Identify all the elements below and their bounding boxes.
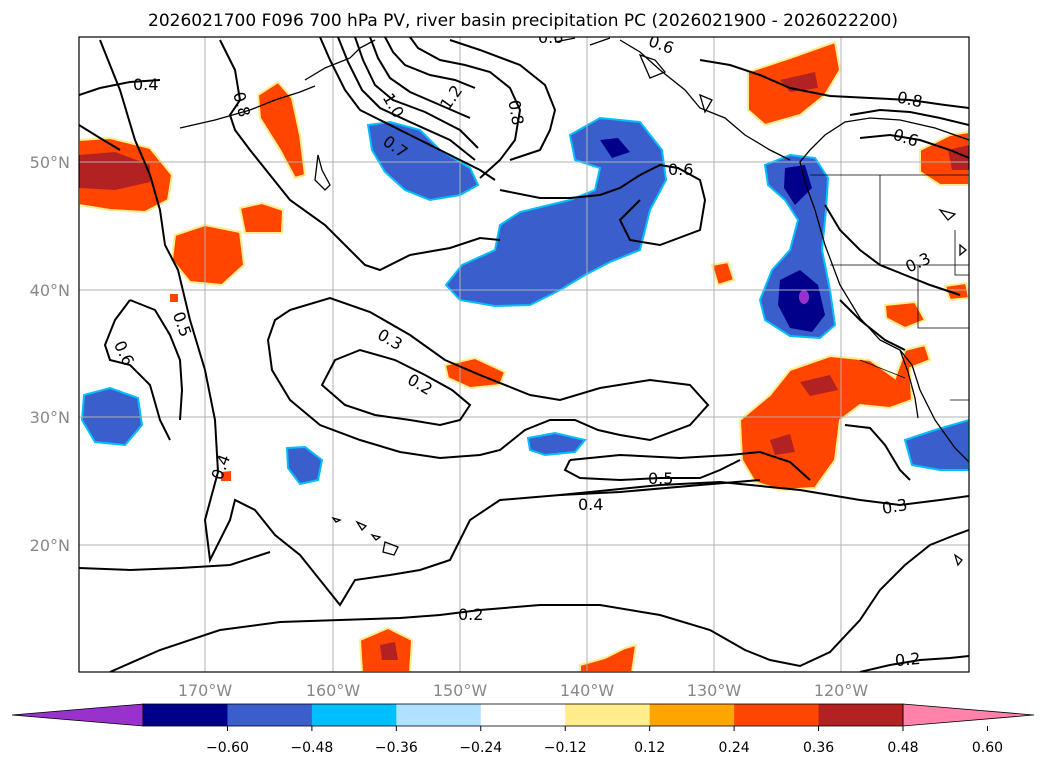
contour-label: 0.4	[578, 495, 603, 514]
colorbar-segment	[480, 704, 566, 726]
positive-anomaly-aleutian	[256, 80, 307, 180]
precip-shading	[79, 40, 969, 672]
pv-contours	[79, 37, 969, 672]
contour-label: 0.6	[538, 28, 563, 47]
lat-label: 30°N	[30, 408, 70, 427]
positive-anomaly-small-f	[943, 281, 969, 302]
colorbar-segment	[649, 704, 735, 726]
colorbar-tick-label: −0.48	[290, 740, 333, 756]
colorbar-segment	[818, 704, 904, 726]
negative-anomaly-small-2	[526, 431, 587, 457]
negative-anomaly-small-1	[285, 445, 324, 486]
coastlines	[179, 37, 969, 567]
positive-anomaly-small-d	[710, 260, 736, 287]
gridlines	[79, 37, 969, 672]
political-borders	[810, 174, 969, 401]
colorbar-extend-low	[11, 703, 144, 727]
colorbar-segment	[396, 704, 482, 726]
lon-label: 160°W	[306, 681, 361, 700]
contour-label: 0.2	[458, 605, 483, 624]
map-panel: 0.4 0.8 1.0 1.2 0.8 0.6 0.7 0.6 0.8 0.6 …	[78, 28, 970, 673]
lon-label: 170°W	[178, 681, 233, 700]
colorbar: −0.60 −0.48 −0.36 −0.24 −0.12 0.12 0.24 0.36 0.4…	[11, 703, 1035, 756]
negative-anomaly-mexico	[903, 418, 969, 471]
colorbar-tick-label: 0.12	[634, 740, 665, 756]
colorbar-segment	[565, 704, 651, 726]
positive-anomaly-northeast	[919, 130, 969, 186]
contour-label: 0.6	[668, 160, 693, 179]
positive-core-subtropical-1	[800, 375, 838, 396]
colorbar-tick-label: 0.36	[803, 740, 834, 756]
longitude-labels: 170°W 160°W 150°W 140°W 130°W 120°W	[178, 681, 869, 700]
positive-anomaly-small-e	[883, 300, 927, 330]
negative-peak	[799, 290, 809, 304]
negative-core-central	[600, 138, 630, 158]
positive-anomaly-small-a	[238, 201, 285, 234]
positive-anomaly-tiny-1	[221, 471, 231, 481]
colorbar-tick-label: 0.48	[887, 740, 918, 756]
positive-anomaly-tiny-2	[170, 294, 178, 302]
negative-core-pnw	[784, 165, 812, 205]
contour-label: 0.5	[648, 469, 673, 488]
lon-label: 150°W	[433, 681, 488, 700]
colorbar-tick-label: −0.24	[459, 740, 502, 756]
latitude-labels: 50°N 40°N 30°N 20°N	[30, 153, 70, 555]
colorbar-tick-label: 0.24	[719, 740, 750, 756]
colorbar-segment	[311, 704, 397, 726]
positive-anomaly-south-2	[579, 643, 638, 672]
lat-label: 20°N	[30, 536, 70, 555]
contour-label: 0.8	[504, 98, 527, 126]
colorbar-tick-label: −0.60	[206, 740, 249, 756]
positive-core-south-1	[380, 642, 398, 660]
colorbar-segment	[227, 704, 313, 726]
colorbar-segment	[143, 704, 228, 726]
lon-label: 120°W	[814, 681, 869, 700]
contour-label: 0.8	[895, 88, 924, 112]
negative-anomaly-gulf-alaska	[366, 120, 480, 202]
lat-label: 40°N	[30, 281, 70, 300]
positive-core-subtropical-2	[770, 434, 795, 455]
lon-label: 140°W	[560, 681, 615, 700]
colorbar-segment	[734, 704, 820, 726]
colorbar-tick-label: −0.12	[544, 740, 587, 756]
lon-label: 130°W	[687, 681, 742, 700]
contour-label: 0.3	[880, 495, 908, 518]
colorbar-extend-high	[902, 703, 1035, 727]
colorbar-tick-label: −0.36	[375, 740, 418, 756]
lat-label: 50°N	[30, 153, 70, 172]
contour-label: 0.2	[894, 649, 921, 670]
map-title: 2026021700 F096 700 hPa PV, river basin …	[148, 11, 898, 31]
colorbar-tick-label: 0.60	[972, 740, 1003, 756]
contour-label: 0.4	[133, 75, 158, 94]
